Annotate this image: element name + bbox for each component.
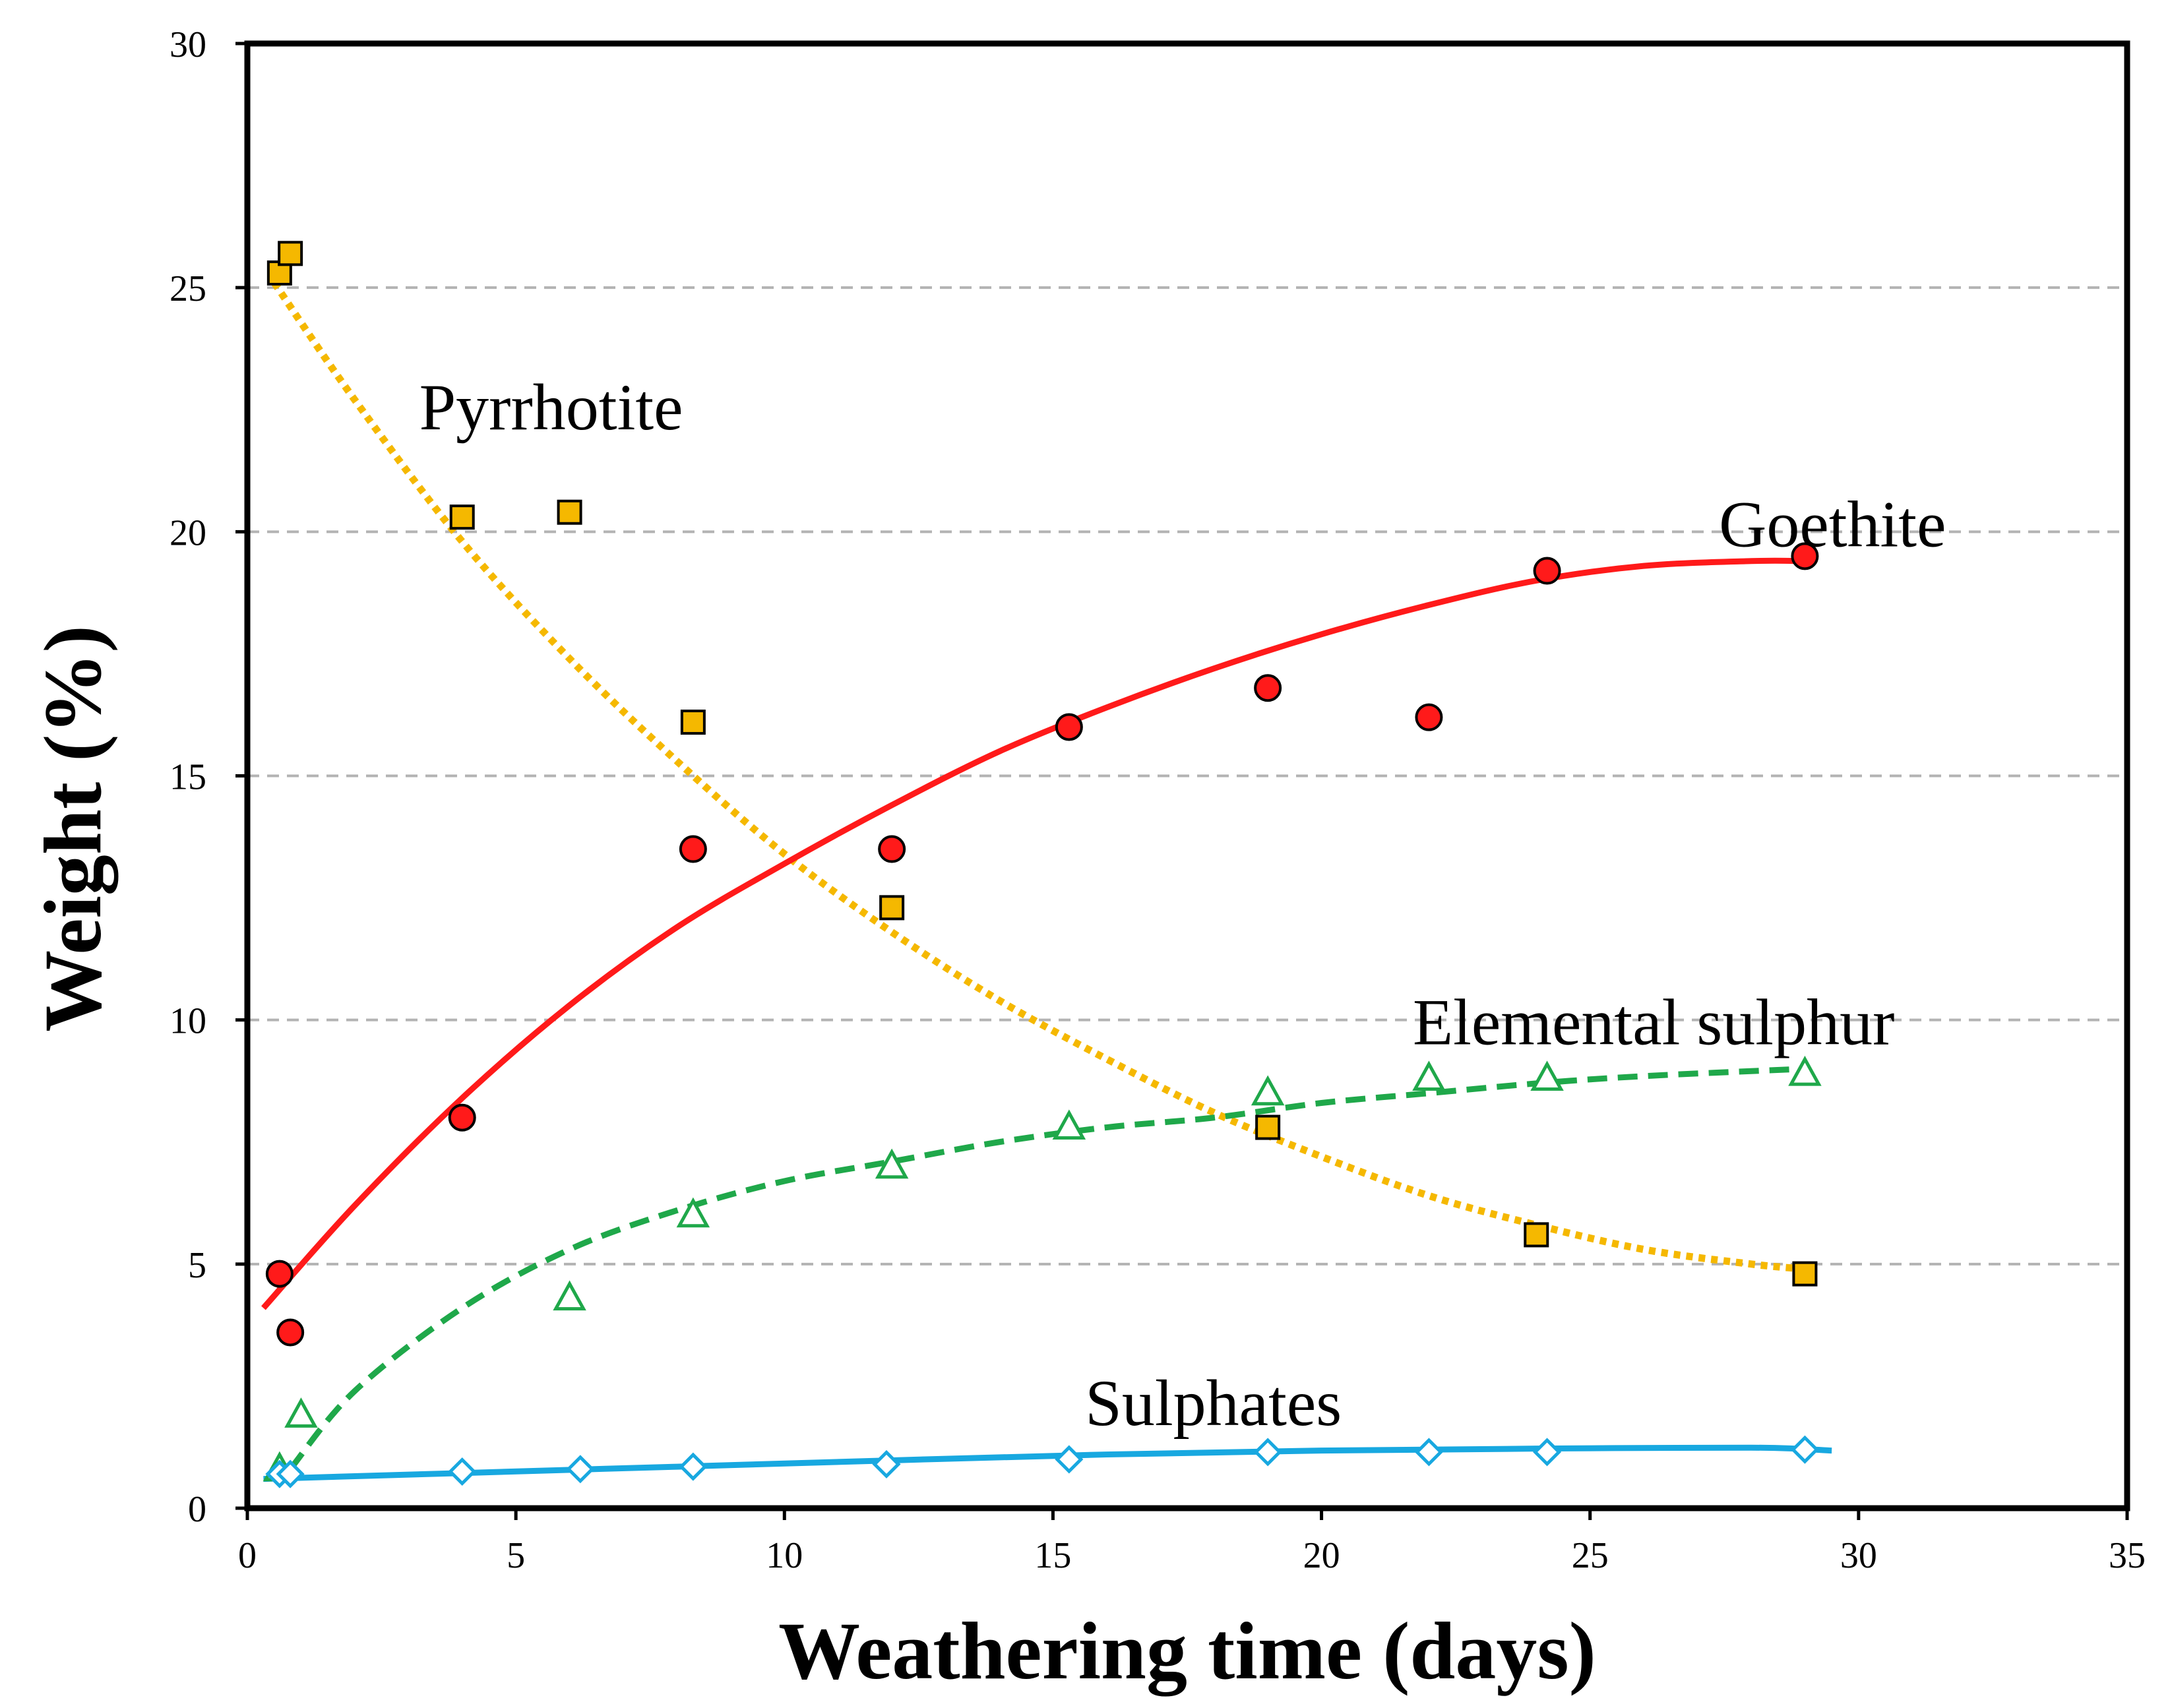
y-tick-label-25: 25 [170,268,206,309]
pyrrhotite-point-4 [680,710,706,735]
sulphates-point-7 [1253,1438,1282,1467]
elemental-sulphur-label: Elemental sulphur [1413,986,1894,1059]
sulphates-point-2 [448,1457,477,1486]
sulphates-point-9 [1533,1438,1562,1467]
elemental-sulphur-point-10 [1788,1055,1822,1086]
axis-ticks: 0 5 10 15 20 25 30 35 0 5 10 15 20 25 30 [170,24,2146,1576]
elemental-sulphur-point-4 [676,1197,710,1228]
pyrrhotite-point-5 [879,895,905,921]
pyrrhotite-point-2 [449,504,475,530]
elemental-sulphur-point-7 [1251,1075,1285,1106]
elemental-sulphur-point-3 [553,1280,586,1311]
x-tick-label-35: 35 [2109,1535,2146,1576]
x-tick-label-15: 15 [1034,1535,1071,1576]
goethite-trend-line [261,557,1805,1310]
goethite-point-3 [679,835,707,863]
x-axis-title: Weathering time (days) [778,1606,1596,1697]
elemental-sulphur-point-1 [284,1397,318,1428]
pyrrhotite-point-1 [278,241,303,266]
sulphates-point-4 [679,1452,708,1481]
y-tick-label-0: 0 [188,1489,206,1530]
x-tick-label-5: 5 [507,1535,525,1576]
pyrrhotite-point-3 [557,499,582,525]
goethite-point-9 [1791,542,1819,570]
pyrrhotite-point-7 [1524,1222,1549,1248]
sulphates-label: Sulphates [1085,1366,1342,1440]
pyrrhotite-label: Pyrrhotite [419,371,683,444]
goethite-point-5 [1055,713,1083,741]
y-tick-label-15: 15 [170,757,206,798]
x-tick-label-30: 30 [1840,1535,1877,1576]
pyrrhotite-point-6 [1255,1114,1281,1140]
elemental-sulphur-point-5 [875,1148,909,1179]
y-tick-label-30: 30 [170,24,206,65]
elemental-sulphur-point-9 [1530,1060,1564,1091]
y-axis-title: Weight (%) [28,625,119,1032]
goethite-point-2 [448,1103,476,1132]
x-tick-label-10: 10 [766,1535,803,1576]
sulphates-point-3 [566,1455,595,1484]
x-tick-label-25: 25 [1572,1535,1609,1576]
sulphates-point-8 [1414,1438,1443,1467]
y-tick-label-10: 10 [170,1001,206,1042]
sulphates-point-1 [276,1459,305,1488]
data-markers [263,241,1822,1488]
goethite-point-6 [1254,674,1282,702]
goethite-point-4 [878,835,906,863]
sulphates-trend-line [263,1444,1832,1482]
goethite-point-8 [1533,557,1561,585]
goethite-point-0 [265,1260,294,1288]
sulphates-point-6 [1055,1445,1084,1474]
elemental-sulphur-point-6 [1052,1109,1086,1140]
goethite-point-1 [276,1318,305,1347]
sulphates-point-5 [872,1449,901,1479]
y-tick-label-5: 5 [188,1245,206,1286]
sulphates-point-10 [1790,1435,1819,1464]
elemental-sulphur-point-8 [1412,1060,1446,1091]
x-tick-label-20: 20 [1303,1535,1340,1576]
y-tick-label-20: 20 [170,512,206,553]
pyrrhotite-point-8 [1792,1261,1818,1287]
goethite-label: Goethite [1719,488,1946,561]
series-labels: Pyrrhotite Goethite Elemental sulphur Sulph… [419,371,1946,1440]
trend-lines [261,280,1832,1482]
x-tick-label-0: 0 [238,1535,257,1576]
goethite-point-7 [1415,703,1443,731]
elemental-sulphur-trend-line [288,1066,1805,1471]
